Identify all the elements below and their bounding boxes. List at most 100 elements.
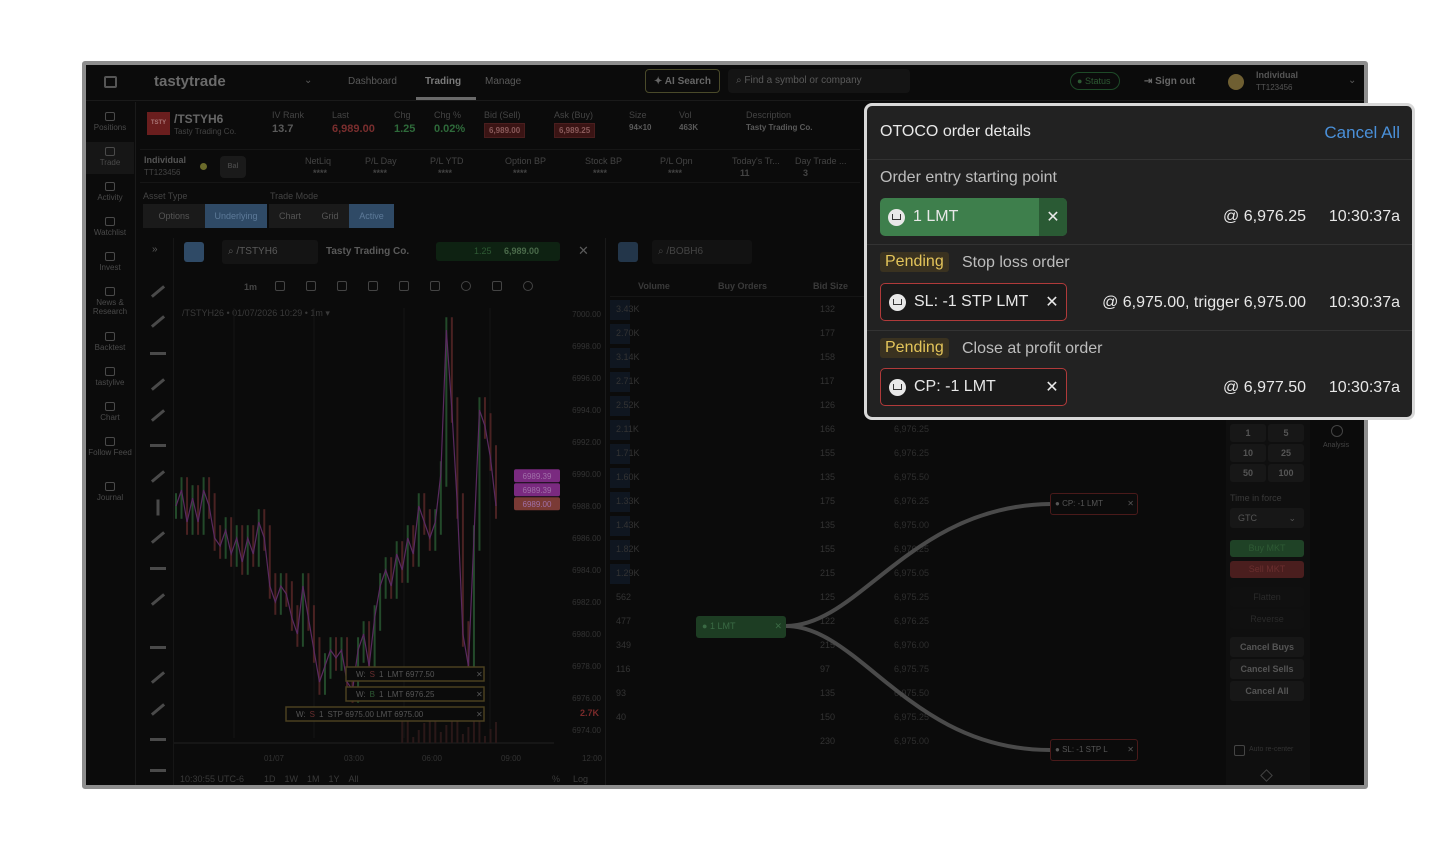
tab-dashboard[interactable]: Dashboard — [348, 76, 397, 87]
measure-icon[interactable] — [156, 499, 160, 516]
snapshot-icon[interactable] — [461, 281, 471, 291]
quantity-button[interactable]: 100 — [1268, 464, 1304, 482]
chevron-down-icon[interactable]: ⌄ — [304, 75, 313, 86]
mode-active-button[interactable]: Active — [349, 204, 394, 228]
orderbook-row[interactable]: 40 150 6,975.25 — [610, 706, 1225, 730]
orderbook-row[interactable]: 1.43K 135 6,975.00 — [610, 514, 1225, 538]
download-icon[interactable] — [492, 281, 502, 291]
orderbook-row[interactable]: 1.60K 135 6,975.50 — [610, 466, 1225, 490]
chart-symbol-input[interactable]: ⌕ /TSTYH6 — [222, 240, 318, 264]
candle-type-icon[interactable] — [275, 281, 285, 291]
asset-options-button[interactable]: Options — [143, 204, 205, 228]
orderbook-row[interactable]: 3.14K 158 — [610, 346, 1225, 370]
shape-icon[interactable] — [150, 531, 166, 544]
settings-icon[interactable] — [523, 281, 533, 291]
auto-recenter-checkbox[interactable] — [1234, 745, 1245, 756]
sidebar-item-journal[interactable]: Journal — [86, 482, 134, 502]
zoom-icon[interactable] — [150, 671, 166, 684]
sidebar-item-invest[interactable]: Invest — [86, 252, 134, 272]
close-chart-icon[interactable]: ✕ — [578, 243, 589, 258]
tif-select[interactable]: GTC ⌄ — [1230, 508, 1304, 528]
cancel-sells-button[interactable]: Cancel Sells — [1230, 659, 1304, 679]
sidebar-item-chart[interactable]: Chart — [86, 402, 134, 422]
range-button[interactable]: 1W — [284, 774, 299, 784]
balance-toggle[interactable]: Bal — [220, 156, 246, 178]
range-button[interactable]: 1D — [264, 774, 276, 784]
quantity-button[interactable]: 5 — [1268, 424, 1304, 442]
orderbook-row[interactable]: 349 215 6,976.00 — [610, 634, 1225, 658]
sidebar-item-trade[interactable]: Trade — [86, 142, 134, 174]
folder-icon[interactable] — [430, 281, 440, 291]
sidebar-item-tastylive[interactable]: tastylive — [86, 367, 134, 387]
price-chart[interactable]: 7000.00 6998.00 6996.00 6994.00 6992.00 6990.… — [174, 298, 606, 768]
cancel-stop-icon[interactable]: ✕ — [1045, 294, 1059, 311]
trash-icon[interactable] — [150, 769, 166, 772]
orderbook-row[interactable]: 2.71K 117 — [610, 370, 1225, 394]
stop-loss-order-pill[interactable]: SL: -1 STP LMT ✕ — [880, 283, 1067, 321]
reverse-button[interactable]: Reverse — [1230, 609, 1304, 629]
entry-order-node[interactable]: ● 1 LMT ✕ — [696, 616, 786, 638]
cancel-profit-icon[interactable]: ✕ — [1045, 379, 1059, 396]
orderbook-row[interactable]: 230 6,975.00 — [610, 730, 1225, 754]
log-toggle[interactable]: Log — [573, 774, 589, 784]
cancel-all-button[interactable]: Cancel All — [1230, 681, 1304, 701]
orderbook-row[interactable]: 562 125 6,975.25 — [610, 586, 1225, 610]
layout-icon[interactable] — [399, 281, 409, 291]
horizontal-line-icon[interactable] — [150, 352, 166, 355]
arrow-icon[interactable] — [150, 409, 166, 422]
order-close-icon[interactable]: ✕ — [476, 710, 483, 719]
cancel-entry-icon[interactable]: ✕ — [1039, 198, 1067, 236]
sidebar-item-activity[interactable]: Activity — [86, 182, 134, 202]
tab-manage[interactable]: Manage — [485, 76, 522, 87]
link-button[interactable] — [184, 242, 204, 262]
sidebar-item-follow-feed[interactable]: Follow Feed — [86, 437, 134, 457]
mode-grid-button[interactable]: Grid — [311, 204, 349, 228]
orderbook-row[interactable]: 2.70K 177 — [610, 322, 1225, 346]
orderbook-row[interactable]: 1.82K 155 6,976.25 — [610, 538, 1225, 562]
sign-out-button[interactable]: ⇥ Sign out — [1144, 76, 1196, 87]
ray-tool-icon[interactable] — [150, 315, 166, 328]
trendline-tool-icon[interactable] — [150, 285, 166, 298]
cp-node-close-icon[interactable]: ✕ — [1127, 499, 1134, 508]
orderbook-row[interactable]: 93 135 6,975.50 — [610, 682, 1225, 706]
cancel-buys-button[interactable]: Cancel Buys — [1230, 637, 1304, 657]
sidebar-item-news[interactable]: News & Research — [86, 287, 134, 316]
magnet-icon[interactable] — [150, 646, 166, 649]
symbol-search-input[interactable]: ⌕ Find a symbol or company — [728, 69, 910, 93]
profit-order-pill[interactable]: CP: -1 LMT ✕ — [880, 368, 1067, 406]
mode-chart-button[interactable]: Chart — [269, 204, 311, 228]
orderbook-row[interactable]: 116 97 6,975.75 — [610, 658, 1225, 682]
status-badge[interactable]: ● Status — [1070, 72, 1120, 90]
template-icon[interactable] — [368, 281, 378, 291]
percent-toggle[interactable]: % — [552, 774, 561, 784]
quote-field-value[interactable]: 6,989.00 — [484, 123, 526, 138]
orderbook-row[interactable]: 1.29K 215 6,975.05 — [610, 562, 1225, 586]
cp-order-node[interactable]: ● CP: -1 LMT ✕ — [1050, 493, 1138, 515]
order-close-icon[interactable]: ✕ — [476, 690, 483, 699]
tab-trading[interactable]: Trading — [425, 76, 462, 87]
flatten-button[interactable]: Flatten — [1230, 587, 1304, 607]
recenter-icon[interactable] — [1260, 769, 1273, 782]
quantity-button[interactable]: 10 — [1230, 444, 1266, 462]
sidebar-item-positions[interactable]: Positions — [86, 112, 134, 132]
sl-node-close-icon[interactable]: ✕ — [1127, 745, 1134, 754]
annotation-icon[interactable] — [150, 593, 166, 606]
quote-field-value[interactable]: 6,989.25 — [554, 123, 596, 138]
sidebar-toggle-icon[interactable] — [104, 76, 117, 88]
chart-order-line[interactable]: W: S 1 LMT 6977.50 ✕ — [345, 666, 485, 682]
orderbook-row[interactable]: 3.43K 132 — [610, 298, 1225, 322]
eye-icon[interactable] — [150, 738, 166, 741]
sl-order-node[interactable]: ● SL: -1 STP L ✕ — [1050, 739, 1138, 761]
orderbook-symbol-input[interactable]: ⌕ /BOBH6 — [652, 240, 752, 264]
orderbook-link-button[interactable] — [618, 242, 638, 262]
brush-icon[interactable] — [150, 470, 166, 483]
orderbook-row[interactable]: 2.52K 126 — [610, 394, 1225, 418]
indicator-icon[interactable] — [306, 281, 316, 291]
quantity-button[interactable]: 25 — [1268, 444, 1304, 462]
avatar[interactable] — [1228, 74, 1244, 90]
entry-node-close-icon[interactable]: ✕ — [774, 621, 782, 631]
orderbook-row[interactable]: 1.71K 155 6,976.25 — [610, 442, 1225, 466]
entry-order-pill[interactable]: 1 LMT ✕ — [880, 198, 1067, 236]
quantity-button[interactable]: 50 — [1230, 464, 1266, 482]
ai-search-button[interactable]: ✦ AI Search — [645, 69, 720, 93]
